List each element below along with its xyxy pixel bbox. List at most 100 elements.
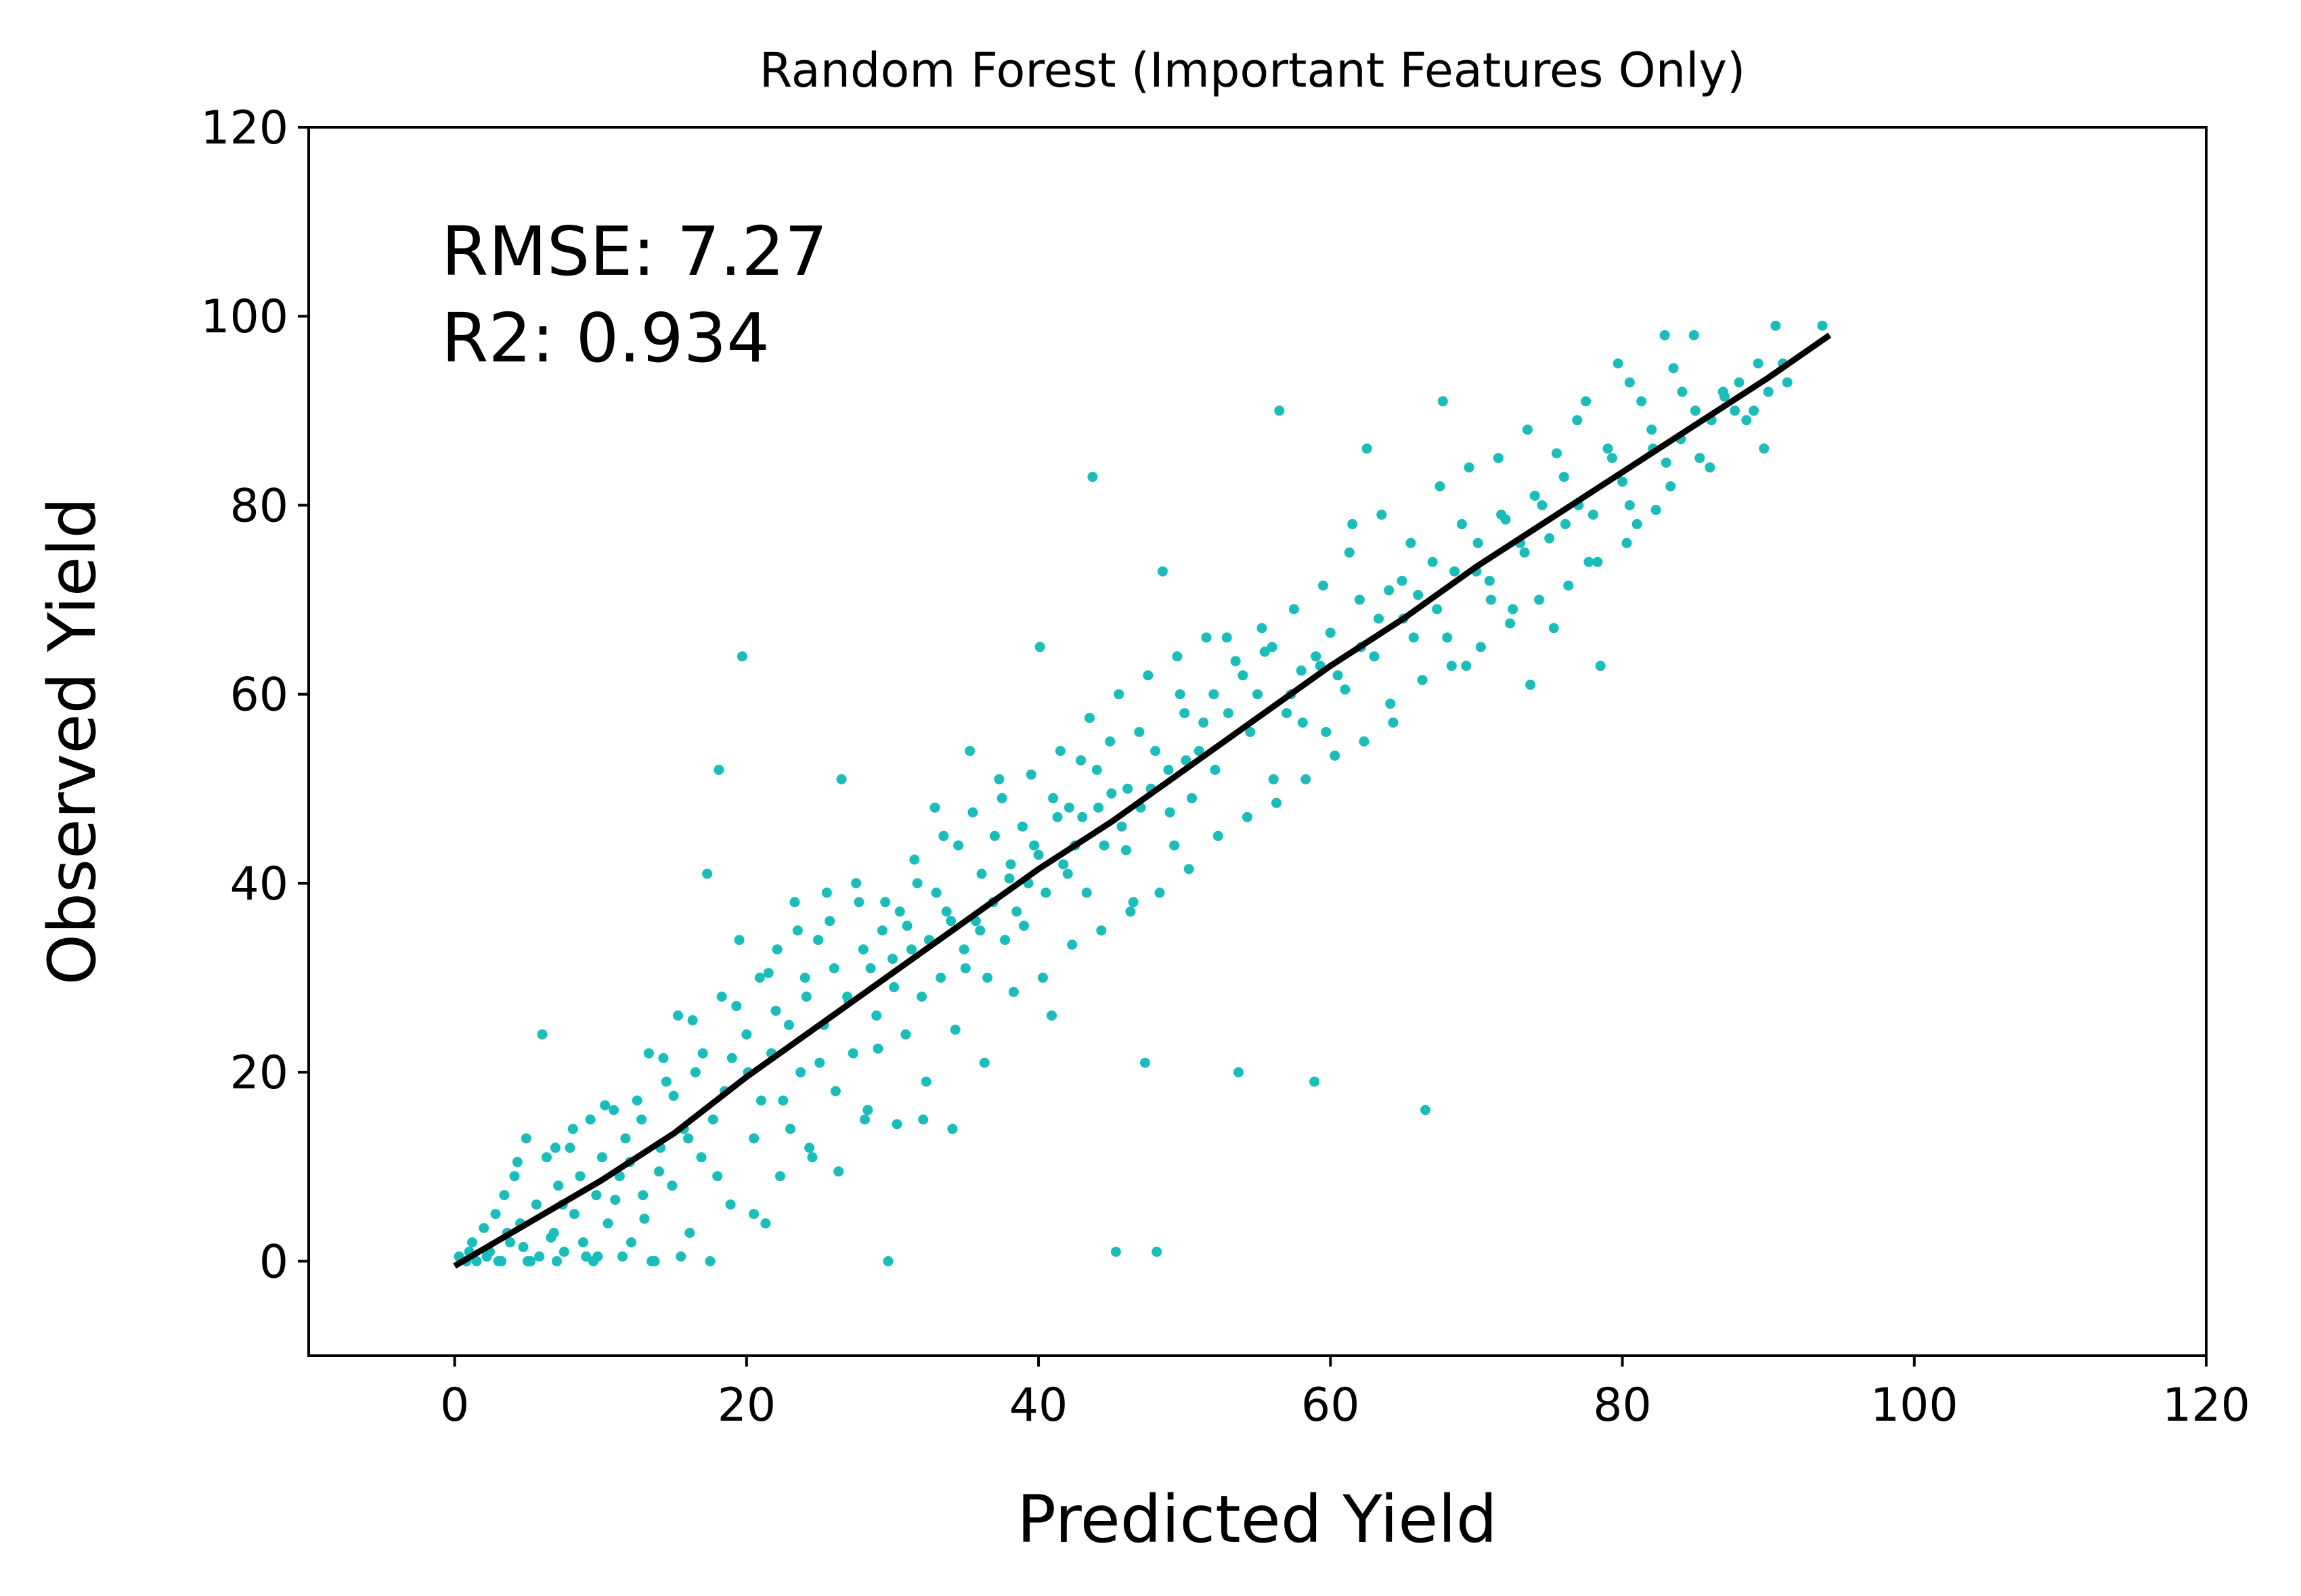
data-point [518,1241,529,1252]
data-point [1529,491,1540,501]
data-point [1505,618,1515,629]
data-point [1143,670,1154,681]
data-point [1560,518,1571,529]
data-point [894,906,905,917]
data-point [499,1190,510,1201]
data-point [1420,1105,1430,1115]
data-point [1734,377,1745,388]
data-point [1354,594,1365,605]
data-point [707,1114,718,1125]
data-point [1405,537,1416,548]
data-point [1230,656,1241,667]
data-point [1705,462,1715,473]
data-point [1636,396,1647,407]
data-point [705,1256,716,1266]
data-point [1602,443,1613,454]
x-tick-label: 80 [1593,1379,1652,1432]
data-point [1749,405,1759,416]
data-point [673,1010,683,1021]
data-point [1449,566,1460,577]
data-point [617,1251,628,1262]
data-point [989,830,1000,841]
data-point [1026,769,1036,780]
data-point [1093,802,1103,813]
data-point [1183,864,1194,874]
data-point [1011,906,1022,917]
data-point [877,925,887,936]
data-point [1210,764,1221,775]
data-point [471,1256,482,1266]
data-point [1128,897,1139,908]
data-point [1105,736,1116,747]
data-point [833,1166,844,1177]
data-point [668,1090,679,1101]
data-point [1397,575,1407,586]
data-point [1385,699,1396,709]
plot-frame [307,126,2208,1357]
data-point [1464,462,1474,473]
data-point [505,1237,515,1247]
data-point [1332,670,1343,681]
data-point [1034,642,1045,652]
data-point [1770,320,1781,331]
data-point [687,1015,698,1025]
data-point [1522,424,1533,435]
r2-annotation: R2: 0.934 [441,298,770,378]
data-point [1106,788,1117,799]
data-point [1179,708,1190,719]
data-point [1175,689,1185,700]
data-point [626,1237,636,1247]
data-point [1267,642,1277,652]
data-point [1437,396,1448,407]
data-point [982,973,993,983]
data-point [1152,1246,1162,1257]
data-point [1281,708,1292,719]
data-point [1595,661,1606,671]
fit-line [453,332,1832,1269]
data-point [754,973,765,983]
data-point [1099,840,1110,851]
data-point [1782,377,1793,388]
data-point [643,1048,654,1059]
y-tick-label: 80 [229,479,288,533]
data-point [912,878,923,889]
data-point [1484,575,1495,586]
data-point [965,746,976,756]
data-point [1548,623,1559,634]
data-point [712,1171,723,1182]
data-point [1081,887,1092,898]
data-point [1606,453,1617,464]
data-point [1661,458,1671,468]
data-point [1624,500,1635,510]
data-point [1116,821,1127,832]
data-point [537,1029,548,1040]
data-point [683,1133,694,1144]
data-point [883,1256,894,1266]
data-point [1169,840,1180,851]
data-point [1309,1076,1320,1087]
data-point [1237,670,1248,681]
data-point [887,954,898,965]
data-point [1140,1057,1150,1068]
data-point [1753,358,1763,369]
data-point [1201,632,1212,643]
data-point [1040,887,1051,898]
data-point [1347,518,1358,529]
data-point [1646,424,1657,435]
data-point [542,1152,552,1163]
data-point [585,1114,596,1125]
data-point [967,807,978,818]
data-point [610,1195,621,1205]
data-point [1558,472,1569,483]
data-point [1114,689,1124,700]
data-point [1187,793,1197,803]
data-point [1519,547,1530,558]
data-point [909,854,920,865]
data-point [1077,812,1088,822]
data-point [591,1190,602,1201]
data-point [1592,556,1603,567]
data-point [1361,443,1372,454]
data-point [1552,448,1562,459]
data-point [1029,840,1040,851]
